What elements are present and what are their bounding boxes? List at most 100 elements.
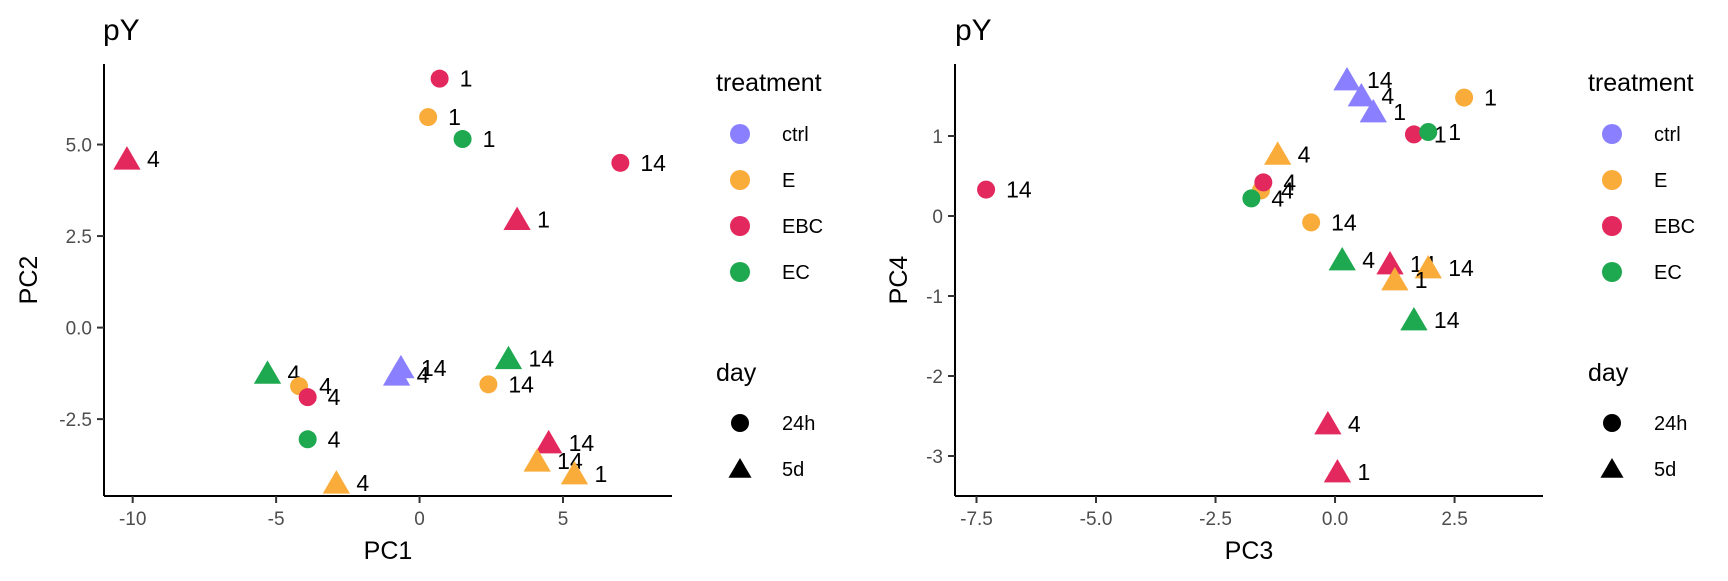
y-tick-label: 5.0: [66, 136, 92, 157]
panel-1-legend: treatment ctrl E EBC EC day 24h 5d: [716, 69, 823, 481]
panel-2-y-axis-title: PC4: [885, 256, 913, 305]
legend-shape-circle: [731, 414, 749, 432]
point-label: 14: [528, 346, 554, 372]
legend-swatch-ec: [1602, 262, 1622, 282]
point-label: 14: [1434, 307, 1460, 333]
legend-label-5d: 5d: [782, 459, 804, 481]
data-point-circle-ebc: [430, 69, 449, 88]
point-label: 14: [508, 371, 534, 397]
point-label: 4: [1298, 141, 1311, 167]
y-tick-label: -2.5: [59, 410, 92, 431]
panel-2-legend: treatment ctrl E EBC EC day 24h 5d: [1588, 69, 1695, 481]
data-point-circle-e: [419, 108, 438, 127]
y-tick-label: 2.5: [66, 227, 92, 248]
legend-label-ebc: EBC: [1654, 216, 1695, 238]
point-label: 4: [147, 146, 160, 172]
point-label: 4: [1271, 185, 1284, 211]
data-point-triangle-ebc: [503, 206, 531, 230]
x-tick-label: -7.5: [960, 509, 993, 530]
data-point-triangle-ebc: [1376, 251, 1404, 275]
panel-1-y-ticks: -2.5 0.0 2.5 5.0: [59, 136, 104, 431]
point-label: 1: [1434, 121, 1447, 147]
panel-2-legend-color-title: treatment: [1588, 69, 1694, 97]
data-point-triangle-ctrl: [1333, 67, 1361, 91]
data-point-triangle-ec: [494, 345, 523, 370]
point-label: 1: [1484, 85, 1497, 111]
point-label: 14: [640, 150, 666, 176]
panel-2-title: pY: [955, 14, 992, 47]
point-label: 14: [569, 430, 595, 456]
panel-pc3-pc4: pY -7.5 -5.0 -2.5 0.0 2.5 -3 -2 -1 0 1 PC3 PC4 1…: [885, 14, 1543, 565]
point-label: 1: [448, 104, 461, 130]
y-tick-label: 0.0: [66, 319, 92, 340]
point-label: 4: [1283, 169, 1296, 195]
y-tick-label: 0: [932, 207, 943, 228]
data-point-circle-ebc: [1254, 173, 1273, 192]
panel-2-legend-colors: ctrl E EBC EC: [1602, 124, 1695, 284]
point-label: 4: [319, 373, 332, 399]
point-label: 1: [1415, 267, 1428, 293]
y-tick-label: 1: [932, 127, 943, 148]
data-point-triangle-e: [1414, 255, 1442, 279]
legend-swatch-ctrl: [730, 124, 750, 144]
point-label: 14: [1367, 67, 1393, 93]
panel-2-legend-shapes: 24h 5d: [1600, 413, 1687, 481]
legend-swatch-ctrl: [1602, 124, 1622, 144]
data-point-triangle-ebc: [1314, 411, 1342, 435]
y-tick-label: -1: [926, 287, 943, 308]
panel-2-x-axis-title: PC3: [1225, 537, 1274, 565]
legend-label-e: E: [782, 170, 795, 192]
point-label: 4: [417, 362, 430, 388]
data-point-circle-ebc: [611, 153, 630, 172]
x-tick-label: -5.0: [1080, 509, 1113, 530]
data-point-triangle-ebc: [1323, 459, 1352, 483]
legend-shape-triangle: [728, 458, 752, 478]
point-label: 1: [537, 207, 550, 233]
data-point-triangle-ec: [253, 360, 282, 384]
legend-swatch-ebc: [730, 216, 750, 236]
legend-swatch-e: [1602, 170, 1622, 190]
legend-label-ctrl: ctrl: [1654, 124, 1681, 146]
x-tick-label: -2.5: [1199, 509, 1232, 530]
panel-2-x-ticks: -7.5 -5.0 -2.5 0.0 2.5: [960, 496, 1468, 530]
panel-1-legend-colors: ctrl E EBC EC: [730, 124, 823, 284]
data-point-triangle-e: [560, 461, 589, 485]
x-tick-label: -10: [119, 509, 146, 530]
data-point-triangle-ec: [1400, 307, 1428, 331]
legend-swatch-ebc: [1602, 216, 1622, 236]
legend-swatch-e: [730, 170, 750, 190]
data-point-triangle-ec: [1328, 247, 1356, 271]
legend-swatch-ec: [730, 262, 750, 282]
data-point-circle-ec: [1419, 123, 1438, 141]
legend-label-24h: 24h: [782, 413, 815, 435]
legend-shape-triangle: [1600, 458, 1624, 478]
panel-2-y-ticks: -3 -2 -1 0 1: [926, 127, 955, 468]
point-label: 4: [1381, 83, 1394, 109]
legend-label-ec: EC: [782, 262, 810, 284]
x-tick-label: -5: [268, 509, 285, 530]
data-point-circle-ec: [1242, 189, 1261, 208]
data-point-circle-e: [1302, 213, 1321, 232]
y-tick-label: -3: [926, 447, 943, 468]
point-label: 1: [483, 126, 496, 152]
data-point-circle-e: [479, 375, 498, 394]
point-label: 1: [1448, 119, 1461, 145]
data-point-circle-ebc: [298, 388, 317, 407]
data-point-circle-ebc: [977, 180, 996, 199]
legend-label-ec: EC: [1654, 262, 1682, 284]
data-point-triangle-e: [1264, 141, 1292, 165]
y-tick-label: -2: [926, 367, 943, 388]
x-tick-label: 0: [414, 509, 425, 530]
point-label: 14: [1331, 209, 1357, 235]
data-point-circle-e: [1455, 88, 1474, 107]
point-label: 1: [460, 66, 473, 92]
panel-1-legend-color-title: treatment: [716, 69, 822, 97]
data-point-triangle-ctrl: [1359, 99, 1387, 123]
legend-label-5d: 5d: [1654, 459, 1676, 481]
point-label: 4: [1362, 247, 1375, 273]
data-point-triangle-e: [322, 470, 351, 494]
x-tick-label: 5: [558, 509, 569, 530]
